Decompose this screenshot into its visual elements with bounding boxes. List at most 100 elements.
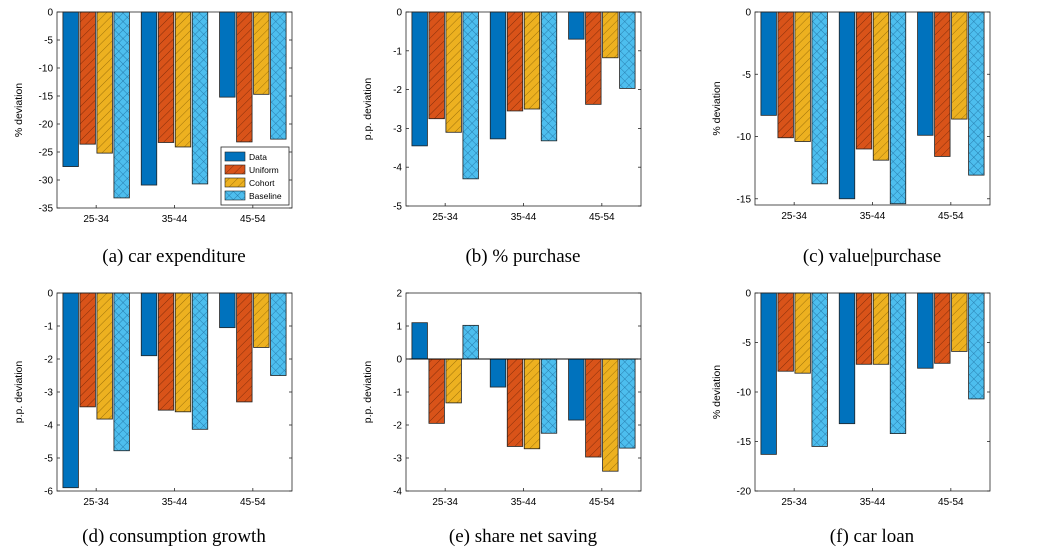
y-tick-label: 0 (745, 8, 751, 19)
bar-uniform-35-44 (506, 358, 524, 447)
bar-cohort-35-44 (523, 11, 541, 110)
x-tick-label: 25-34 (432, 497, 458, 508)
legend-swatch-baseline (224, 190, 246, 201)
bar-baseline-45-54 (270, 11, 287, 140)
bar-baseline-45-54 (619, 358, 636, 449)
y-tick-label: -10 (737, 132, 752, 143)
bar-cohort-45-54 (253, 11, 270, 95)
panel-share-net-saving: 2 1 0 -1 -2 -3 -4 25-34 35-44 45-54 p.p. deviation (349, 281, 698, 521)
y-tick-label: 2 (396, 289, 402, 300)
bar-data-45-54 (219, 11, 236, 98)
bar-cohort-35-44 (174, 11, 192, 148)
bar-cohort-45-54 (951, 11, 968, 120)
bar-data-45-54 (568, 11, 585, 40)
bar-uniform-45-54 (585, 358, 602, 458)
bar-baseline-25-34 (113, 11, 130, 199)
plot-area (755, 12, 990, 205)
x-tick-label: 25-34 (83, 497, 109, 508)
y-tick-label: -15 (737, 194, 752, 205)
x-tick-label: 45-54 (938, 497, 964, 508)
bar-data-25-34 (62, 292, 79, 489)
y-tick-label: -5 (44, 454, 53, 465)
bar-uniform-35-44 (157, 11, 175, 143)
panel-consumption-growth: 0 -1 -2 -3 -4 -5 -6 25-34 35-44 45-54 p.p. deviati… (0, 281, 349, 521)
bar-uniform-35-44 (855, 292, 873, 365)
y-tick-label: -3 (393, 454, 402, 465)
y-tick-label: -4 (393, 163, 402, 174)
panel-car-loan: 0 -5 -10 -15 -20 25-34 35-44 45-54 % deviation (698, 281, 1047, 521)
y-axis-label: % deviation (711, 81, 723, 135)
x-tick-label: 45-54 (240, 497, 266, 508)
bar-cohort-25-34 (96, 292, 113, 420)
y-tick-label: -4 (44, 421, 53, 432)
bar-uniform-45-54 (236, 11, 253, 143)
y-tick-label: -15 (39, 92, 54, 103)
x-tick-label: 45-54 (240, 214, 266, 225)
chart-svg: 0 -5 -10 -15 25-34 35-44 45-54 % deviation (711, 8, 991, 222)
bar-baseline-45-54 (270, 292, 287, 376)
legend-swatch-data (224, 151, 246, 162)
y-tick-label: -10 (39, 64, 54, 75)
chart-svg: 0 -5 -10 -15 -20 -25 -30 -35 25-34 35-44 45-54 % de… (13, 8, 293, 225)
bar-cohort-35-44 (872, 292, 890, 365)
y-tick-label: -4 (393, 487, 402, 498)
chart-svg: 2 1 0 -1 -2 -3 -4 25-34 35-44 45-54 p.p. deviation (362, 289, 642, 508)
chart-svg: 0 -1 -2 -3 -4 -5 -6 25-34 35-44 45-54 p.p. deviati… (13, 289, 293, 508)
bar-data-35-44 (140, 292, 158, 357)
bar-baseline-35-44 (540, 11, 558, 142)
panel-car-expenditure: 0 -5 -10 -15 -20 -25 -30 -35 25-34 35-44 45-54 % de… (0, 0, 349, 240)
y-tick-label: -5 (393, 202, 402, 213)
bar-baseline-25-34 (462, 324, 479, 360)
bar-baseline-45-54 (968, 292, 985, 400)
bar-uniform-25-34 (428, 358, 445, 424)
y-axis-label: p.p. deviation (13, 361, 25, 424)
y-tick-label: 0 (47, 8, 53, 19)
y-tick-label: -3 (393, 124, 402, 135)
y-axis-label: p.p. deviation (362, 361, 374, 424)
bar-uniform-35-44 (157, 292, 175, 411)
y-tick-label: -2 (393, 421, 402, 432)
caption-share-net-saving: (e) share net saving (448, 526, 598, 547)
bar-uniform-35-44 (506, 11, 524, 112)
caption-percent-purchase: (b) % purchase (465, 246, 581, 267)
bar-cohort-25-34 (794, 292, 811, 374)
legend-label-cohort: Cohort (249, 178, 275, 188)
chart-svg: 0 -5 -10 -15 -20 25-34 35-44 45-54 % deviation (711, 289, 991, 508)
bar-data-35-44 (489, 358, 507, 388)
legend-label-data: Data (249, 152, 267, 162)
bar-baseline-45-54 (968, 11, 985, 176)
bar-cohort-25-34 (445, 11, 462, 133)
bar-baseline-35-44 (889, 11, 907, 205)
plot-area (406, 12, 641, 206)
bar-uniform-25-34 (428, 11, 445, 120)
y-tick-label: -35 (39, 204, 54, 215)
bar-cohort-45-54 (602, 11, 619, 59)
bar-cohort-45-54 (951, 292, 968, 352)
y-tick-label: -2 (44, 355, 53, 366)
bar-cohort-25-34 (96, 11, 113, 154)
y-tick-label: -6 (44, 487, 53, 498)
y-tick-label: -5 (44, 36, 53, 47)
bar-data-35-44 (489, 11, 507, 140)
bar-uniform-25-34 (777, 292, 794, 372)
panel-value-purchase: 0 -5 -10 -15 25-34 35-44 45-54 % deviation (698, 0, 1047, 240)
x-tick-label: 25-34 (781, 497, 807, 508)
bar-data-45-54 (917, 11, 934, 136)
bar-data-25-34 (411, 322, 428, 360)
legend-label-uniform: Uniform (249, 165, 279, 175)
caption-car-loan: (f) car loan (829, 526, 915, 547)
bar-cohort-25-34 (445, 358, 462, 404)
x-tick-label: 25-34 (432, 212, 458, 223)
y-tick-label: -10 (737, 388, 752, 399)
y-tick-label: -1 (393, 46, 402, 57)
x-tick-label: 35-44 (511, 497, 537, 508)
bar-data-45-54 (219, 292, 236, 329)
bar-baseline-35-44 (889, 292, 907, 434)
y-tick-label: -15 (737, 437, 752, 448)
plot-area (406, 293, 641, 491)
x-tick-label: 45-54 (938, 211, 964, 222)
bar-data-25-34 (760, 292, 777, 455)
bar-data-25-34 (411, 11, 428, 147)
bar-baseline-25-34 (462, 11, 479, 180)
